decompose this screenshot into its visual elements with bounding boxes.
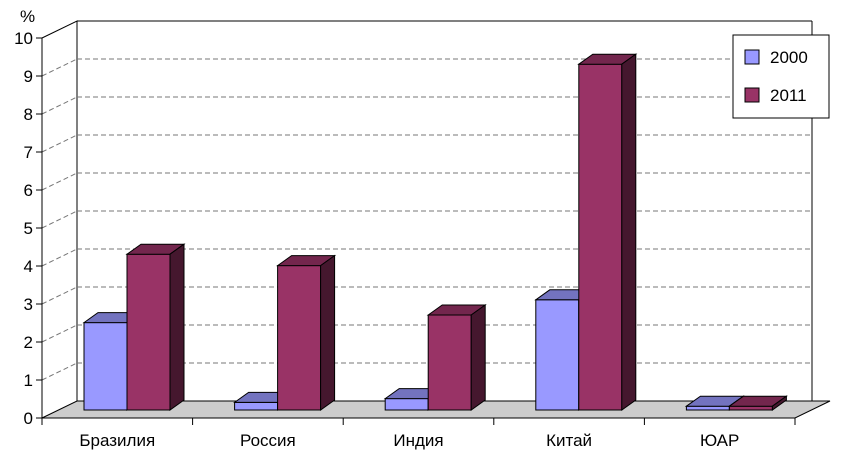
y-tick-label: 6 [24, 181, 33, 200]
bar-2011-2 [426, 304, 487, 411]
y-tick-label: 2 [24, 333, 33, 352]
legend: 2000 2011 [732, 34, 830, 119]
x-category-label: Китай [546, 431, 592, 450]
y-tick-label: 10 [14, 29, 33, 48]
legend-label: 2000 [770, 48, 808, 67]
y-tick-label: 0 [24, 409, 33, 428]
legend-swatch [744, 49, 760, 65]
y-tick-label: 3 [24, 295, 33, 314]
y-tick-label: 4 [24, 257, 33, 276]
bar-2011-4 [727, 395, 788, 411]
y-tick-label: 5 [24, 219, 33, 238]
y-tick-label: 7 [24, 143, 33, 162]
x-category-label: Россия [240, 431, 296, 450]
legend-swatch [744, 87, 760, 103]
legend-label: 2011 [770, 86, 807, 105]
x-category-label: ЮАР [700, 431, 739, 450]
y-tick-label: 8 [24, 105, 33, 124]
x-axis: Бразилия Россия Индия Китай ЮАР [41, 417, 796, 450]
bars [82, 53, 788, 411]
bar-2011-0 [125, 243, 186, 411]
y-axis: 0 1 2 3 4 5 6 7 8 9 10 [14, 29, 43, 428]
x-category-label: Бразилия [79, 431, 155, 450]
bar-2011-1 [276, 254, 337, 411]
y-tick-label: 1 [24, 371, 33, 390]
y-unit-label: % [20, 7, 35, 26]
gridlines [41, 58, 812, 381]
x-category-label: Индия [393, 431, 443, 450]
bar-2011-3 [577, 53, 638, 411]
y-tick-label: 9 [24, 67, 33, 86]
